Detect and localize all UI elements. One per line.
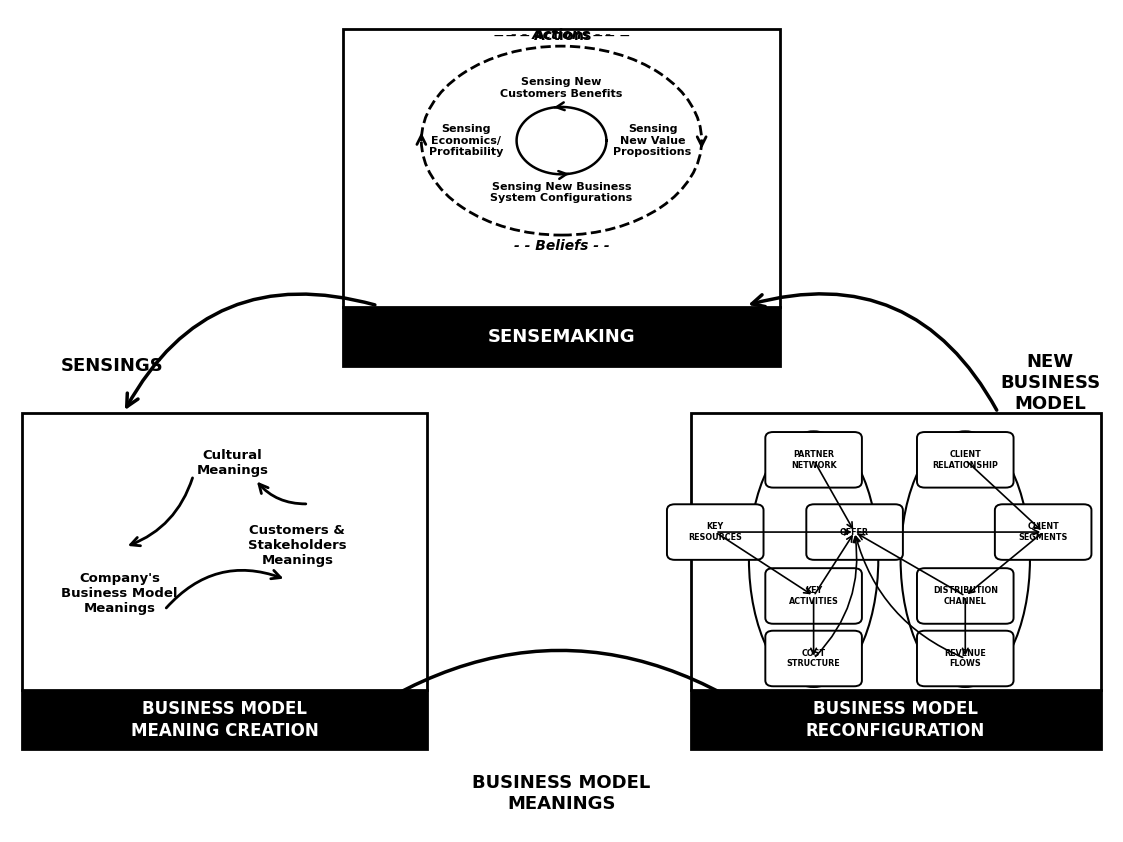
FancyBboxPatch shape <box>343 29 780 366</box>
Text: BUSINESS MODEL
MEANINGS: BUSINESS MODEL MEANINGS <box>473 774 650 813</box>
Text: CLIENT
RELATIONSHIP: CLIENT RELATIONSHIP <box>932 450 998 470</box>
Text: - - Actions - -: - - Actions - - <box>511 28 612 42</box>
Text: BUSINESS MODEL
RECONFIGURATION: BUSINESS MODEL RECONFIGURATION <box>806 700 985 740</box>
Text: DISTRIBUTION
CHANNEL: DISTRIBUTION CHANNEL <box>933 586 997 605</box>
Text: Cultural
Meanings: Cultural Meanings <box>197 449 268 477</box>
Text: CLIENT
SEGMENTS: CLIENT SEGMENTS <box>1019 522 1068 541</box>
Text: Sensing
Economics/
Profitability: Sensing Economics/ Profitability <box>429 124 503 157</box>
FancyBboxPatch shape <box>765 568 862 624</box>
Text: Sensing
New Value
Propositions: Sensing New Value Propositions <box>613 124 692 157</box>
Text: $-\!-\!-$$\mathbf{Actions}$$-\!-\!-$: $-\!-\!-$$\mathbf{Actions}$$-\!-\!-$ <box>492 28 631 43</box>
FancyBboxPatch shape <box>343 307 780 366</box>
FancyBboxPatch shape <box>917 432 1014 488</box>
FancyBboxPatch shape <box>995 504 1092 560</box>
Text: PARTNER
NETWORK: PARTNER NETWORK <box>791 450 837 470</box>
Text: Sensing New Business
System Configurations: Sensing New Business System Configuratio… <box>491 182 632 204</box>
Text: OFFER: OFFER <box>840 528 869 536</box>
FancyBboxPatch shape <box>667 504 764 560</box>
FancyBboxPatch shape <box>917 568 1014 624</box>
FancyBboxPatch shape <box>691 413 1101 749</box>
FancyBboxPatch shape <box>22 690 427 749</box>
Text: NEW
BUSINESS
MODEL: NEW BUSINESS MODEL <box>999 354 1101 413</box>
FancyBboxPatch shape <box>22 413 427 749</box>
Text: KEY
ACTIVITIES: KEY ACTIVITIES <box>788 586 839 605</box>
Text: REVENUE
FLOWS: REVENUE FLOWS <box>944 649 986 669</box>
Text: Company's
Business Model
Meanings: Company's Business Model Meanings <box>62 572 177 615</box>
Text: COST
STRUCTURE: COST STRUCTURE <box>787 649 840 669</box>
Text: SENSINGS: SENSINGS <box>61 357 164 376</box>
FancyBboxPatch shape <box>917 631 1014 686</box>
Text: BUSINESS MODEL
MEANING CREATION: BUSINESS MODEL MEANING CREATION <box>130 700 319 740</box>
Text: Customers &
Stakeholders
Meanings: Customers & Stakeholders Meanings <box>248 525 347 568</box>
Text: KEY
RESOURCES: KEY RESOURCES <box>688 522 742 541</box>
FancyBboxPatch shape <box>765 631 862 686</box>
Text: Sensing New
Customers Benefits: Sensing New Customers Benefits <box>501 77 622 99</box>
FancyBboxPatch shape <box>806 504 903 560</box>
Text: SENSEMAKING: SENSEMAKING <box>487 328 636 346</box>
FancyBboxPatch shape <box>691 690 1101 749</box>
FancyBboxPatch shape <box>765 432 862 488</box>
Text: - - Beliefs - -: - - Beliefs - - <box>513 239 610 253</box>
